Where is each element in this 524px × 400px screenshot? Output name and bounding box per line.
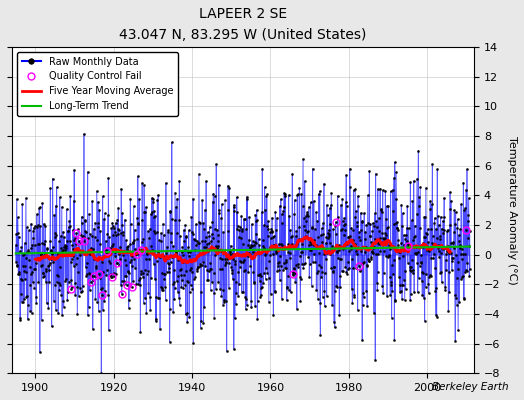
Title: LAPEER 2 SE
43.047 N, 83.295 W (United States): LAPEER 2 SE 43.047 N, 83.295 W (United S… [119, 7, 367, 42]
Y-axis label: Temperature Anomaly (°C): Temperature Anomaly (°C) [507, 136, 517, 284]
Text: Berkeley Earth: Berkeley Earth [432, 382, 508, 392]
Legend: Raw Monthly Data, Quality Control Fail, Five Year Moving Average, Long-Term Tren: Raw Monthly Data, Quality Control Fail, … [17, 52, 178, 116]
